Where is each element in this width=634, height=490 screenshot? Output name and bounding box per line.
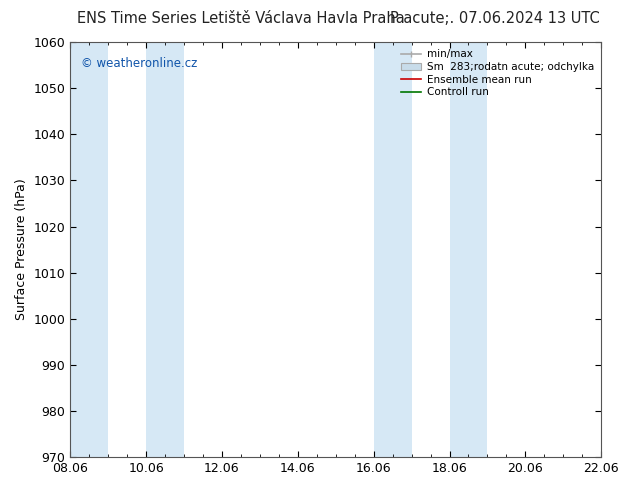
Bar: [373, 42, 411, 457]
Text: ENS Time Series Letiště Václava Havla Praha: ENS Time Series Letiště Václava Havla Pr…: [77, 11, 404, 26]
Text: P acute;. 07.06.2024 13 UTC: P acute;. 07.06.2024 13 UTC: [390, 11, 599, 26]
Bar: [450, 42, 488, 457]
Text: © weatheronline.cz: © weatheronline.cz: [81, 56, 197, 70]
Bar: [146, 42, 184, 457]
Bar: [601, 42, 634, 457]
Legend: min/max, Sm  283;rodatn acute; odchylka, Ensemble mean run, Controll run: min/max, Sm 283;rodatn acute; odchylka, …: [399, 47, 596, 99]
Bar: [70, 42, 108, 457]
Y-axis label: Surface Pressure (hPa): Surface Pressure (hPa): [15, 179, 28, 320]
